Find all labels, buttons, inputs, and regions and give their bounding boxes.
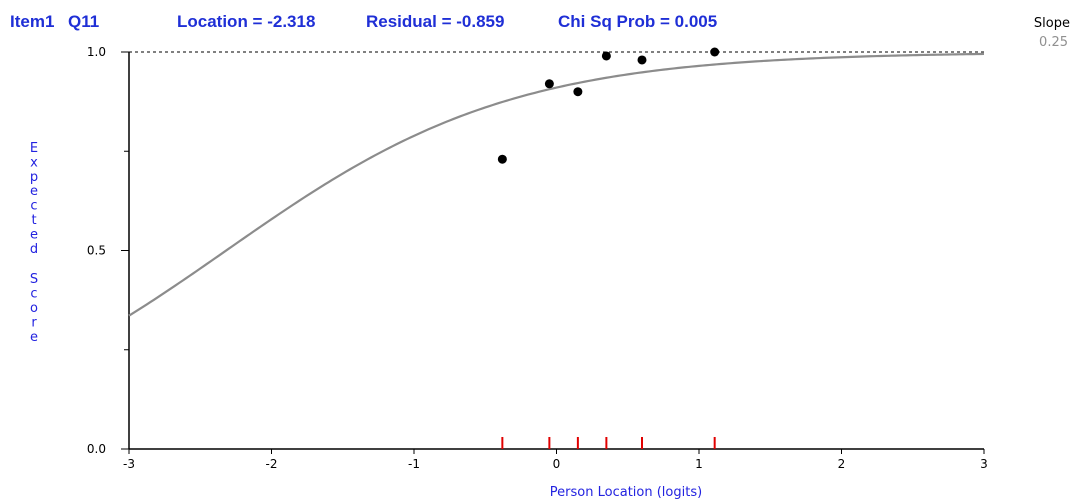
plot-area: -3 -2 -1 0 1 2 3 0.0 0.5 1.0 — [87, 45, 988, 471]
x-tick-label: -3 — [123, 457, 135, 471]
y-tick-label: 1.0 — [87, 45, 106, 59]
observed-point — [637, 55, 647, 65]
location-stat: Location = -2.318 — [177, 12, 315, 31]
item-label: Item1 — [10, 12, 54, 31]
x-tick-label: 2 — [838, 457, 846, 471]
expected-score-curve — [128, 52, 985, 317]
x-tick-label: 3 — [980, 457, 988, 471]
observed-point — [497, 154, 507, 164]
question-label: Q11 — [68, 12, 99, 31]
x-axis-label: Person Location (logits) — [550, 485, 702, 500]
observed-point — [710, 47, 720, 57]
x-tick-label: -1 — [408, 457, 420, 471]
observed-point — [601, 51, 611, 61]
residual-stat: Residual = -0.859 — [366, 12, 504, 31]
x-tick-label: 0 — [553, 457, 561, 471]
slope-label: Slope — [1034, 16, 1070, 31]
chisq-stat: Chi Sq Prob = 0.005 — [558, 12, 717, 31]
x-tick-label: -2 — [266, 457, 278, 471]
y-tick-label: 0.0 — [87, 442, 106, 456]
observed-point — [544, 79, 554, 89]
y-tick-label: 0.5 — [87, 244, 106, 258]
slope-value: 0.25 — [1039, 35, 1068, 50]
observed-point — [573, 87, 583, 97]
x-tick-label: 1 — [695, 457, 703, 471]
